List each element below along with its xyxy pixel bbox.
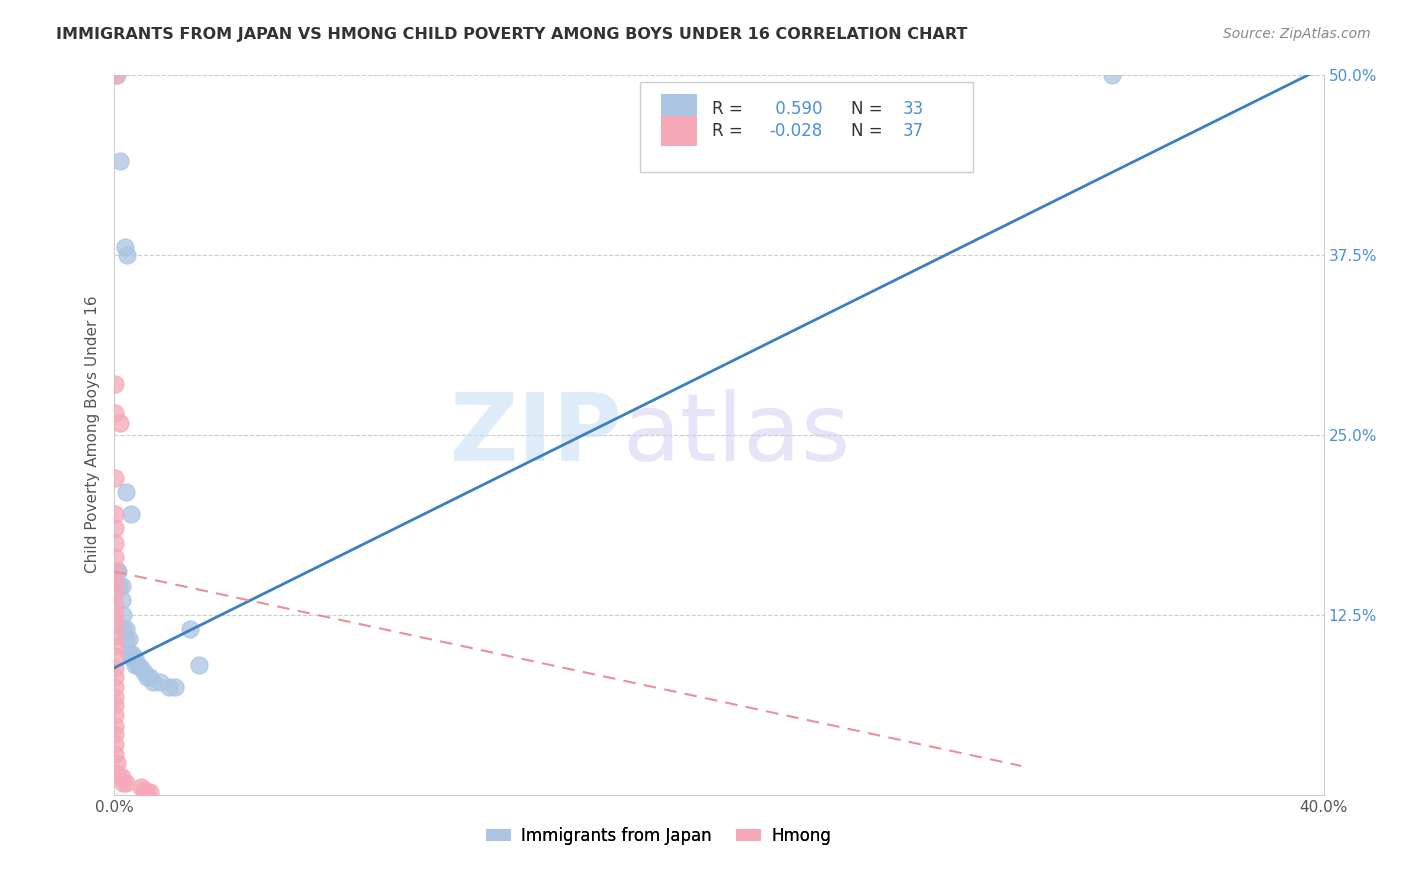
Point — [105, 68, 128, 82]
Point — [105, 766, 128, 780]
Point — [136, 785, 159, 799]
Point — [134, 783, 156, 797]
Point — [1101, 68, 1123, 82]
Point — [108, 153, 131, 168]
Point — [115, 247, 138, 261]
Point — [104, 598, 127, 612]
Point — [107, 565, 129, 579]
Point — [104, 507, 127, 521]
Point — [111, 593, 134, 607]
Point — [104, 549, 127, 564]
Bar — [661, 116, 697, 146]
Point — [104, 521, 127, 535]
Point — [104, 708, 127, 723]
Point — [120, 507, 142, 521]
Text: -0.028: -0.028 — [769, 122, 823, 140]
Point — [127, 658, 149, 673]
Text: IMMIGRANTS FROM JAPAN VS HMONG CHILD POVERTY AMONG BOYS UNDER 16 CORRELATION CHA: IMMIGRANTS FROM JAPAN VS HMONG CHILD POV… — [56, 27, 967, 42]
Point — [111, 579, 134, 593]
Point — [104, 574, 127, 589]
Point — [104, 617, 127, 632]
Point — [121, 647, 143, 661]
FancyBboxPatch shape — [640, 82, 973, 172]
Point — [104, 670, 127, 684]
Point — [104, 649, 127, 664]
Legend: Immigrants from Japan, Hmong: Immigrants from Japan, Hmong — [479, 820, 838, 851]
Point — [104, 727, 127, 741]
Point — [187, 658, 209, 673]
Point — [157, 680, 180, 694]
Point — [124, 658, 146, 673]
Point — [104, 406, 127, 420]
Point — [124, 651, 146, 665]
Point — [104, 661, 127, 675]
Point — [104, 471, 127, 485]
Point — [104, 68, 127, 82]
Point — [121, 651, 143, 665]
Point — [134, 665, 156, 680]
Point — [104, 535, 127, 549]
Point — [105, 565, 128, 579]
Y-axis label: Child Poverty Among Boys Under 16: Child Poverty Among Boys Under 16 — [86, 296, 100, 574]
Point — [107, 579, 129, 593]
Point — [104, 690, 127, 704]
Point — [110, 416, 132, 430]
Point — [104, 377, 127, 392]
Point — [104, 747, 127, 762]
Point — [114, 240, 136, 254]
Point — [131, 780, 153, 795]
Point — [148, 675, 170, 690]
Point — [104, 565, 127, 579]
Text: R =: R = — [711, 100, 748, 118]
Point — [104, 586, 127, 600]
Point — [115, 632, 138, 647]
Point — [104, 737, 127, 751]
Point — [104, 718, 127, 732]
Point — [139, 785, 162, 799]
Text: 33: 33 — [903, 100, 924, 118]
Point — [105, 756, 128, 770]
Point — [112, 622, 135, 636]
Point — [163, 680, 186, 694]
Bar — [661, 94, 697, 124]
Point — [112, 776, 135, 790]
Point — [112, 607, 135, 622]
Point — [104, 640, 127, 654]
Point — [104, 680, 127, 694]
Text: Source: ZipAtlas.com: Source: ZipAtlas.com — [1223, 27, 1371, 41]
Point — [104, 629, 127, 643]
Text: ZIP: ZIP — [450, 389, 621, 481]
Point — [111, 771, 134, 785]
Text: N =: N = — [851, 122, 887, 140]
Text: atlas: atlas — [621, 389, 851, 481]
Text: R =: R = — [711, 122, 748, 140]
Text: 0.590: 0.590 — [769, 100, 823, 118]
Point — [179, 622, 201, 636]
Point — [142, 675, 165, 690]
Point — [118, 647, 141, 661]
Point — [104, 698, 127, 713]
Point — [115, 622, 138, 636]
Point — [139, 670, 162, 684]
Point — [115, 776, 138, 790]
Point — [131, 661, 153, 675]
Point — [118, 632, 141, 647]
Point — [104, 607, 127, 622]
Point — [136, 670, 159, 684]
Text: N =: N = — [851, 100, 887, 118]
Text: 37: 37 — [903, 122, 924, 140]
Point — [114, 485, 136, 500]
